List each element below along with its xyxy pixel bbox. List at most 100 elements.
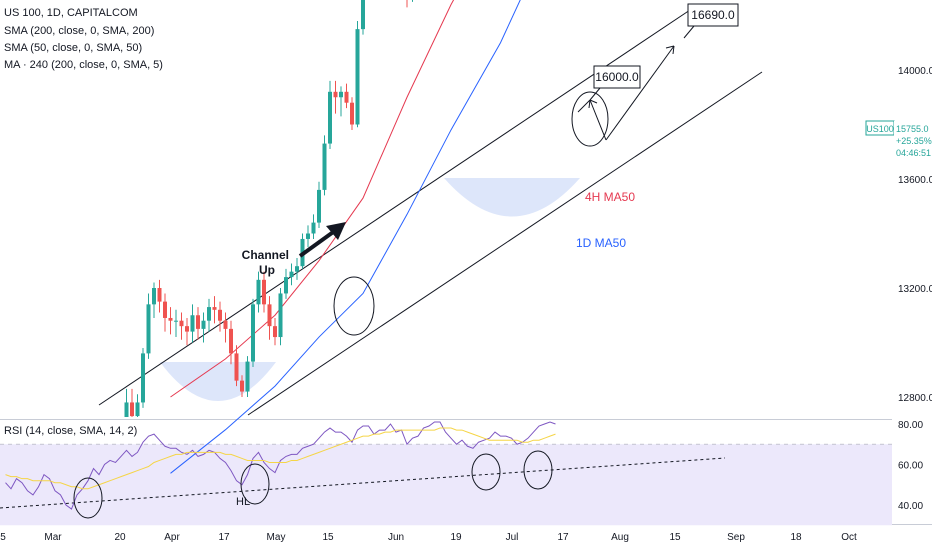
projection-arrowhead-1 bbox=[588, 99, 598, 109]
price-tick-labels: 12800.013200.013600.014000.014400.014800… bbox=[898, 66, 932, 404]
time-tick-labels: 5 Mar 20 Apr 17 May 15 Jun 19 Jul 17 Aug 15 Sep 18 Oct bbox=[0, 532, 857, 543]
time-tick-5: May bbox=[267, 532, 286, 543]
candle-body-40 bbox=[223, 320, 228, 329]
indicator-ma240[interactable]: MA · 240 (200, close, 0, SMA, 5) bbox=[4, 59, 163, 71]
candlesticks bbox=[124, 0, 413, 417]
price-tick-1: 13200.0 bbox=[898, 284, 932, 295]
price-tick-0: 12800.0 bbox=[898, 393, 932, 404]
rsi-band bbox=[0, 444, 892, 526]
candle-body-26 bbox=[146, 304, 151, 354]
ma-1d-line bbox=[170, 0, 521, 474]
cup-area-june bbox=[444, 178, 580, 217]
moving-averages bbox=[170, 0, 521, 474]
time-tick-12: 15 bbox=[669, 532, 681, 543]
last-price-change: +25.35% bbox=[896, 136, 932, 146]
time-tick-8: 19 bbox=[450, 532, 462, 543]
time-tick-14: 18 bbox=[790, 532, 802, 543]
candle-body-51 bbox=[284, 277, 288, 294]
indicator-sma50[interactable]: SMA (50, close, 0, SMA, 50) bbox=[4, 42, 143, 54]
candle-body-42 bbox=[234, 353, 239, 381]
candle-body-38 bbox=[212, 307, 217, 310]
channel-up-arrowhead bbox=[326, 222, 346, 240]
rsi-circle-3 bbox=[471, 453, 501, 491]
rsi-lines bbox=[5, 421, 556, 510]
candle-body-30 bbox=[168, 317, 173, 321]
candle-body-60 bbox=[333, 91, 338, 98]
candle-body-35 bbox=[196, 315, 200, 329]
callout-16000-pointer bbox=[589, 87, 601, 101]
candle-body-44 bbox=[245, 361, 250, 392]
price-tick-3: 14000.0 bbox=[898, 66, 932, 77]
candle-body-61 bbox=[339, 91, 343, 98]
candle-body-43 bbox=[240, 380, 244, 392]
time-tick-11: Aug bbox=[611, 532, 629, 543]
projection-line-3 bbox=[605, 45, 675, 141]
rsi-tick-0: 40.00 bbox=[898, 501, 923, 512]
time-tick-4: 17 bbox=[218, 532, 230, 543]
candle-body-65 bbox=[361, 0, 365, 30]
rsi-ma-line bbox=[5, 427, 556, 490]
channel-up-label: Channel Up bbox=[242, 248, 293, 277]
candle-body-22 bbox=[124, 402, 129, 417]
candle-body-55 bbox=[306, 233, 310, 239]
candle-body-37 bbox=[207, 307, 211, 321]
candle-body-53 bbox=[295, 266, 299, 272]
symbol-tag-text: US100 bbox=[866, 124, 894, 134]
callout-16690-pointer bbox=[683, 25, 695, 39]
rsi-trendline bbox=[0, 457, 726, 509]
candle-body-24 bbox=[135, 402, 140, 417]
candle-body-29 bbox=[163, 301, 167, 318]
price-tick-2: 13600.0 bbox=[898, 175, 932, 186]
ma-4h-line bbox=[170, 0, 455, 398]
candle-body-57 bbox=[317, 189, 321, 223]
projection-arrowhead-2 bbox=[665, 45, 675, 55]
rsi-band-layer bbox=[0, 443, 892, 526]
rsi-hl-label: HL bbox=[236, 496, 250, 508]
rsi-tick-2: 80.00 bbox=[898, 420, 923, 431]
time-tick-1: Mar bbox=[44, 532, 62, 543]
candle-body-58 bbox=[322, 143, 327, 190]
candle-body-52 bbox=[289, 271, 294, 278]
callout-16690-text: 16690.0 bbox=[691, 8, 735, 22]
rsi-tick-1: 60.00 bbox=[898, 461, 923, 472]
candle-body-27 bbox=[152, 288, 156, 305]
rsi-circle-1 bbox=[73, 477, 103, 519]
candle-body-25 bbox=[141, 353, 145, 403]
candle-body-59 bbox=[328, 91, 332, 144]
callout-16000-text: 16000.0 bbox=[595, 70, 639, 84]
last-price-value: 15755.0 bbox=[896, 124, 929, 134]
candle-body-39 bbox=[218, 309, 222, 321]
candle-body-33 bbox=[185, 326, 189, 332]
candle-body-50 bbox=[278, 293, 283, 338]
time-tick-15: Oct bbox=[841, 532, 857, 543]
time-tick-6: 15 bbox=[322, 532, 334, 543]
candle-body-31 bbox=[174, 320, 178, 322]
time-tick-10: 17 bbox=[557, 532, 569, 543]
rsi-tick-labels: 40.00 60.00 80.00 bbox=[898, 420, 923, 512]
time-tick-0: 5 bbox=[0, 532, 6, 543]
ma-4h-label: 4H MA50 bbox=[585, 190, 635, 204]
channel-up-arrow-shaft bbox=[298, 228, 338, 258]
candle-body-49 bbox=[273, 326, 277, 338]
candle-body-46 bbox=[256, 279, 261, 305]
candle-body-28 bbox=[157, 288, 162, 302]
callout-16690-box[interactable] bbox=[687, 3, 739, 27]
circle-may-consolidation bbox=[333, 276, 375, 336]
candle-body-32 bbox=[179, 320, 184, 327]
candle-body-36 bbox=[201, 320, 206, 329]
indicator-sma200[interactable]: SMA (200, close, 0, SMA, 200) bbox=[4, 25, 155, 37]
rsi-circle-4 bbox=[523, 450, 553, 490]
candle-body-64 bbox=[355, 29, 360, 125]
rsi-title[interactable]: RSI (14, close, SMA, 14, 2) bbox=[4, 425, 138, 437]
price-axis[interactable] bbox=[892, 0, 932, 525]
candle-body-45 bbox=[251, 304, 255, 362]
candle-body-62 bbox=[344, 91, 349, 103]
projection-line-2 bbox=[589, 99, 607, 141]
time-tick-7: Jun bbox=[388, 532, 404, 543]
candle-body-48 bbox=[267, 304, 272, 327]
callout-16000-box[interactable] bbox=[593, 65, 641, 89]
rsi-circle-2 bbox=[240, 463, 270, 505]
time-tick-3: Apr bbox=[164, 532, 180, 543]
chart-title[interactable]: US 100, 1D, CAPITALCOM bbox=[4, 7, 138, 19]
